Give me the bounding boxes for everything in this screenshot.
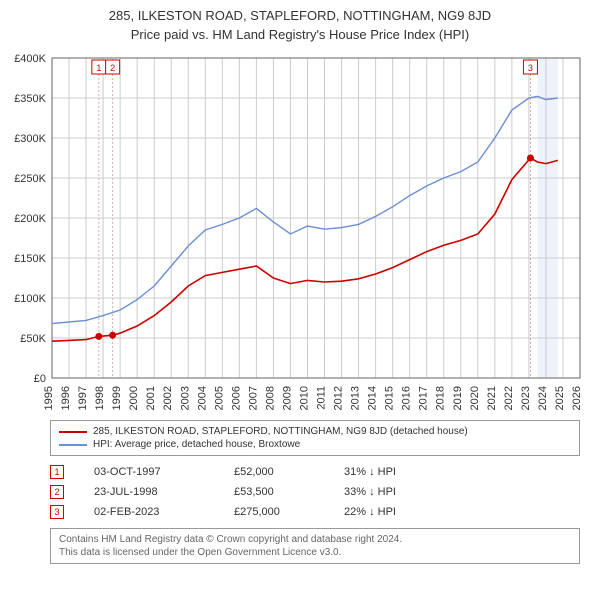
svg-text:2009: 2009 <box>281 386 293 410</box>
svg-text:2007: 2007 <box>247 386 259 410</box>
svg-text:2012: 2012 <box>333 386 345 410</box>
svg-text:2000: 2000 <box>128 386 140 410</box>
footer-line2: This data is licensed under the Open Gov… <box>59 546 571 559</box>
svg-text:2016: 2016 <box>401 386 413 410</box>
sale-date-1: 03-OCT-1997 <box>94 466 204 478</box>
svg-text:£250K: £250K <box>14 173 46 185</box>
svg-text:2023: 2023 <box>520 386 532 410</box>
sales-table: 1 03-OCT-1997 £52,000 31% ↓ HPI 2 23-JUL… <box>50 462 580 522</box>
svg-text:1: 1 <box>96 63 101 73</box>
svg-text:2002: 2002 <box>162 386 174 410</box>
svg-text:2019: 2019 <box>452 386 464 410</box>
svg-text:2014: 2014 <box>367 386 379 410</box>
svg-text:2026: 2026 <box>571 386 583 410</box>
sale-marker-3: 3 <box>50 505 64 519</box>
title-main: 285, ILKESTON ROAD, STAPLEFORD, NOTTINGH… <box>10 8 590 23</box>
svg-text:£50K: £50K <box>20 333 46 345</box>
sale-price-3: £275,000 <box>234 506 314 518</box>
chart-area: £0 £50K £100K £150K £200K £250K £300K £350K £400… <box>0 46 600 416</box>
footer-box: Contains HM Land Registry data © Crown c… <box>50 528 580 564</box>
svg-text:£350K: £350K <box>14 93 46 105</box>
sale-price-2: £53,500 <box>234 486 314 498</box>
sale-date-2: 23-JUL-1998 <box>94 486 204 498</box>
svg-text:£200K: £200K <box>14 213 46 225</box>
title-block: 285, ILKESTON ROAD, STAPLEFORD, NOTTINGH… <box>0 0 600 46</box>
legend-row-hpi: HPI: Average price, detached house, Brox… <box>59 438 571 451</box>
svg-text:1997: 1997 <box>77 386 89 410</box>
legend-swatch-property <box>59 431 87 433</box>
svg-text:£100K: £100K <box>14 293 46 305</box>
svg-text:1996: 1996 <box>60 386 72 410</box>
svg-text:2017: 2017 <box>418 386 430 410</box>
svg-text:2006: 2006 <box>230 386 242 410</box>
svg-text:£300K: £300K <box>14 133 46 145</box>
sale-date-3: 02-FEB-2023 <box>94 506 204 518</box>
svg-text:2021: 2021 <box>486 386 498 410</box>
sale-row-1: 1 03-OCT-1997 £52,000 31% ↓ HPI <box>50 462 580 482</box>
svg-text:2025: 2025 <box>554 386 566 410</box>
svg-text:2001: 2001 <box>145 386 157 410</box>
svg-text:1995: 1995 <box>43 386 55 410</box>
chart-svg: £0 £50K £100K £150K £200K £250K £300K £350K £400… <box>0 46 600 416</box>
legend-label-property: 285, ILKESTON ROAD, STAPLEFORD, NOTTINGH… <box>93 426 468 437</box>
svg-text:£400K: £400K <box>14 53 46 65</box>
svg-text:2020: 2020 <box>469 386 481 410</box>
svg-text:2024: 2024 <box>537 386 549 410</box>
svg-text:£150K: £150K <box>14 253 46 265</box>
sale-row-3: 3 02-FEB-2023 £275,000 22% ↓ HPI <box>50 502 580 522</box>
svg-text:£0: £0 <box>34 373 46 385</box>
svg-text:2005: 2005 <box>213 386 225 410</box>
svg-text:2: 2 <box>110 63 115 73</box>
svg-text:2018: 2018 <box>435 386 447 410</box>
sale-delta-1: 31% ↓ HPI <box>344 466 454 478</box>
sale-marker-1: 1 <box>50 465 64 479</box>
sale-marker-2: 2 <box>50 485 64 499</box>
chart-container: 285, ILKESTON ROAD, STAPLEFORD, NOTTINGH… <box>0 0 600 564</box>
svg-text:2011: 2011 <box>316 386 328 410</box>
legend-row-property: 285, ILKESTON ROAD, STAPLEFORD, NOTTINGH… <box>59 425 571 438</box>
svg-text:2003: 2003 <box>179 386 191 410</box>
svg-text:1998: 1998 <box>94 386 106 410</box>
title-sub: Price paid vs. HM Land Registry's House … <box>10 27 590 42</box>
legend-label-hpi: HPI: Average price, detached house, Brox… <box>93 439 300 450</box>
svg-text:2008: 2008 <box>264 386 276 410</box>
legend-swatch-hpi <box>59 444 87 446</box>
svg-text:2022: 2022 <box>503 386 515 410</box>
sale-delta-3: 22% ↓ HPI <box>344 506 454 518</box>
svg-text:1999: 1999 <box>111 386 123 410</box>
svg-text:2013: 2013 <box>350 386 362 410</box>
svg-text:2004: 2004 <box>196 386 208 410</box>
legend-box: 285, ILKESTON ROAD, STAPLEFORD, NOTTINGH… <box>50 420 580 456</box>
svg-text:2015: 2015 <box>384 386 396 410</box>
svg-text:3: 3 <box>528 63 533 73</box>
sale-price-1: £52,000 <box>234 466 314 478</box>
sale-row-2: 2 23-JUL-1998 £53,500 33% ↓ HPI <box>50 482 580 502</box>
svg-text:2010: 2010 <box>298 386 310 410</box>
sale-delta-2: 33% ↓ HPI <box>344 486 454 498</box>
footer-line1: Contains HM Land Registry data © Crown c… <box>59 533 571 546</box>
